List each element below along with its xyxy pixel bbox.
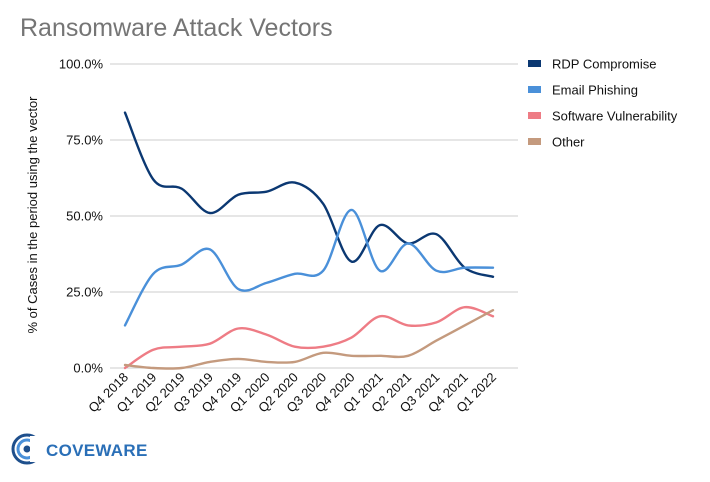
y-tick-label: 100.0% bbox=[59, 57, 104, 72]
legend-label-rdp-compromise: RDP Compromise bbox=[552, 57, 657, 72]
series-line-rdp-compromise bbox=[123, 111, 495, 278]
y-tick-label: 25.0% bbox=[66, 285, 103, 300]
legend-label-email-phishing: Email Phishing bbox=[552, 83, 638, 98]
coveware-logo: COVEWARE bbox=[11, 433, 148, 465]
legend-label-other: Other bbox=[552, 135, 585, 150]
gridlines bbox=[110, 63, 518, 369]
coveware-logo-icon bbox=[11, 433, 43, 465]
series-lines bbox=[123, 111, 495, 370]
legend-label-software-vulnerability: Software Vulnerability bbox=[552, 109, 678, 124]
series-line-other bbox=[123, 309, 495, 370]
legend-swatch-other bbox=[528, 138, 541, 145]
legend-swatch-rdp-compromise bbox=[528, 60, 541, 67]
y-tick-label: 50.0% bbox=[66, 209, 103, 224]
legend-swatch-email-phishing bbox=[528, 86, 541, 93]
y-axis-ticks: 0.0% 25.0% 50.0% 75.0% 100.0% bbox=[59, 57, 104, 376]
series-line-software-vulnerability bbox=[123, 305, 495, 370]
series-line-email-phishing bbox=[123, 208, 495, 327]
logo-text: COVEWARE bbox=[46, 441, 148, 460]
legend-swatch-software-vulnerability bbox=[528, 112, 541, 119]
y-tick-label: 0.0% bbox=[73, 361, 103, 376]
y-tick-label: 75.0% bbox=[66, 133, 103, 148]
y-axis-label: % of Cases in the period using the vecto… bbox=[25, 96, 40, 334]
chart-title: Ransomware Attack Vectors bbox=[20, 14, 333, 42]
legend: RDP Compromise Email Phishing Software Vul… bbox=[528, 57, 678, 150]
